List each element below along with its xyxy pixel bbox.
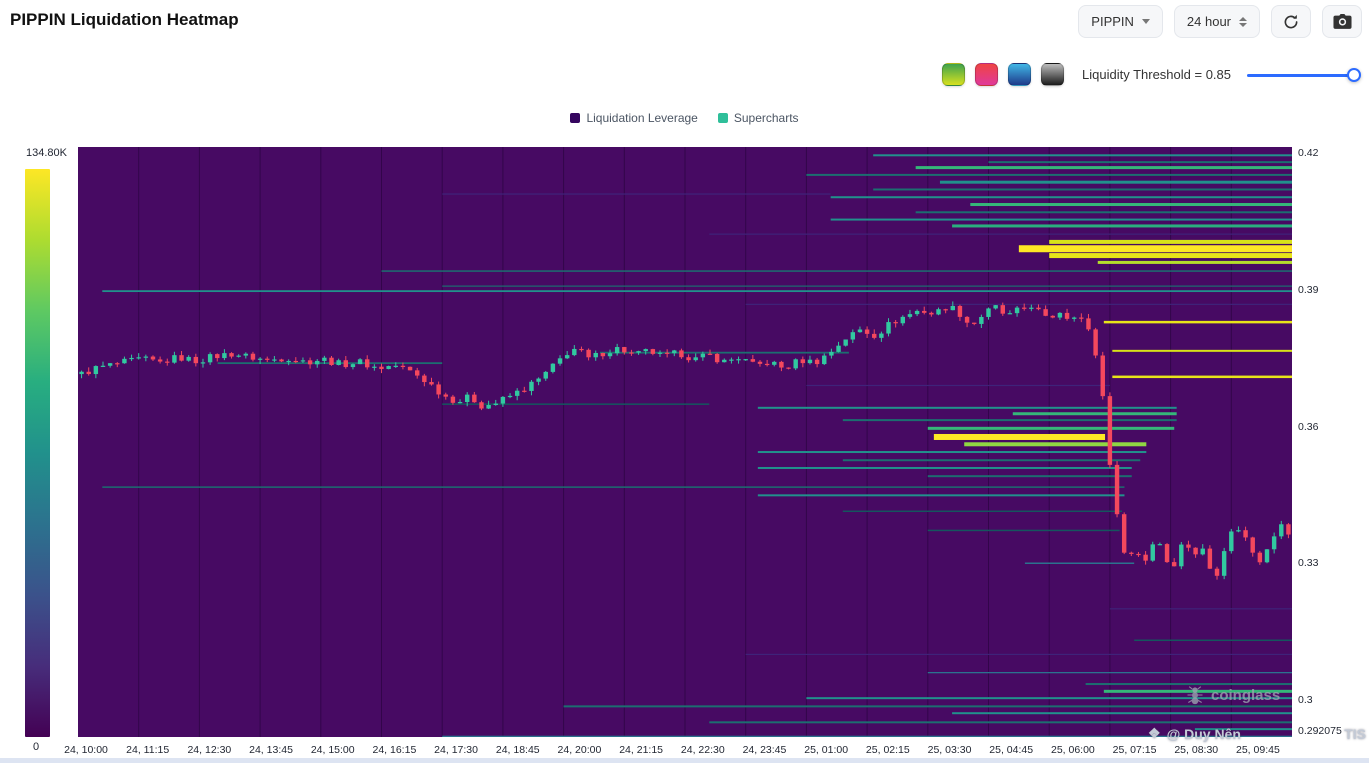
screenshot-button[interactable] <box>1322 5 1362 38</box>
x-axis-label: 24, 16:15 <box>372 744 417 756</box>
timeframe-label: 24 hour <box>1186 14 1231 29</box>
legend-label: Supercharts <box>733 111 799 125</box>
x-axis-label: 24, 18:45 <box>495 744 540 756</box>
x-axis-label: 25, 04:45 <box>989 744 1034 756</box>
top-controls: PIPPIN 24 hour <box>1078 5 1362 38</box>
y-axis: 0.42 0.39 0.36 0.33 0.3 0.292075 <box>1298 147 1368 737</box>
colormap-dark-button[interactable] <box>1041 63 1064 86</box>
colorbar-max-label: 134.80K <box>26 147 67 159</box>
symbol-dropdown-label: PIPPIN <box>1091 14 1134 29</box>
x-axis-label: 24, 15:00 <box>310 744 355 756</box>
legend-swatch-teal <box>717 113 728 123</box>
x-axis-label: 24, 11:15 <box>126 744 170 756</box>
colormap-green-yellow-button[interactable] <box>942 63 965 86</box>
y-axis-label: 0.292075 <box>1298 724 1342 737</box>
coinglass-watermark: coinglass <box>1185 685 1280 705</box>
slider-thumb[interactable] <box>1347 67 1361 82</box>
timeframe-select[interactable]: 24 hour <box>1173 5 1260 38</box>
legend-item-liquidation-leverage[interactable]: Liquidation Leverage <box>570 111 698 125</box>
slider-track <box>1247 73 1359 77</box>
heatmap-options-row: Liquidity Threshold = 0.85 <box>942 63 1361 86</box>
refresh-button[interactable] <box>1271 5 1311 38</box>
stepper-icon <box>1239 16 1247 27</box>
heatmap-plot[interactable] <box>78 147 1292 737</box>
y-axis-label: 0.3 <box>1298 693 1313 706</box>
x-axis-label: 24, 13:45 <box>249 744 293 756</box>
candlesticks <box>79 301 1291 580</box>
chart-legend: Liquidation Leverage Supercharts <box>0 111 1369 125</box>
x-axis-label: 25, 08:30 <box>1174 744 1219 756</box>
x-axis-label: 24, 22:30 <box>680 744 725 756</box>
camera-icon <box>1332 13 1352 29</box>
x-axis-label: 25, 01:00 <box>804 744 849 756</box>
x-axis-label: 24, 10:00 <box>64 744 108 756</box>
symbol-dropdown[interactable]: PIPPIN <box>1078 5 1163 38</box>
x-axis-label: 25, 03:30 <box>927 744 972 756</box>
refresh-icon <box>1284 14 1298 28</box>
coinglass-watermark-text: coinglass <box>1211 686 1281 704</box>
x-axis-label: 24, 12:30 <box>187 744 232 756</box>
page-title: PIPPIN Liquidation Heatmap <box>10 10 239 29</box>
chevron-down-icon <box>1141 19 1150 24</box>
x-axis: 24, 10:00 24, 11:15 24, 12:30 24, 13:45 24, … <box>64 744 1292 760</box>
colorbar-min-label: 0 <box>33 741 40 753</box>
liquidity-threshold-label: Liquidity Threshold = 0.85 <box>1082 67 1231 82</box>
liquidation-lines <box>102 154 1292 737</box>
y-axis-label: 0.42 <box>1298 147 1319 160</box>
x-axis-label: 25, 02:15 <box>865 744 910 756</box>
x-axis-label: 25, 07:15 <box>1112 744 1157 756</box>
x-axis-label: 25, 09:45 <box>1236 744 1280 756</box>
y-axis-label: 0.39 <box>1298 283 1319 296</box>
legend-item-supercharts[interactable]: Supercharts <box>717 111 799 125</box>
colormap-blue-button[interactable] <box>1008 63 1031 86</box>
bottom-scroll-strip <box>0 758 1369 763</box>
x-axis-label: 25, 06:00 <box>1050 744 1095 756</box>
colorbar <box>25 169 50 737</box>
legend-swatch-purple <box>570 113 581 123</box>
coinglass-ant-icon <box>1187 686 1203 705</box>
liquidity-threshold-slider[interactable] <box>1247 67 1361 82</box>
x-axis-label: 24, 20:00 <box>557 744 602 756</box>
colormap-red-pink-button[interactable] <box>975 63 998 86</box>
y-axis-label: 0.33 <box>1298 557 1319 570</box>
x-axis-label: 24, 21:15 <box>619 744 664 756</box>
legend-label: Liquidation Leverage <box>586 111 698 125</box>
x-axis-label: 24, 23:45 <box>742 744 787 756</box>
x-axis-label: 24, 17:30 <box>434 744 478 756</box>
y-axis-label: 0.36 <box>1298 420 1319 433</box>
colormap-swatches <box>942 63 1064 86</box>
chart-area: 134.80K 0 0.42 0.39 0.36 0.33 0.3 0.292075 24… <box>0 145 1369 763</box>
